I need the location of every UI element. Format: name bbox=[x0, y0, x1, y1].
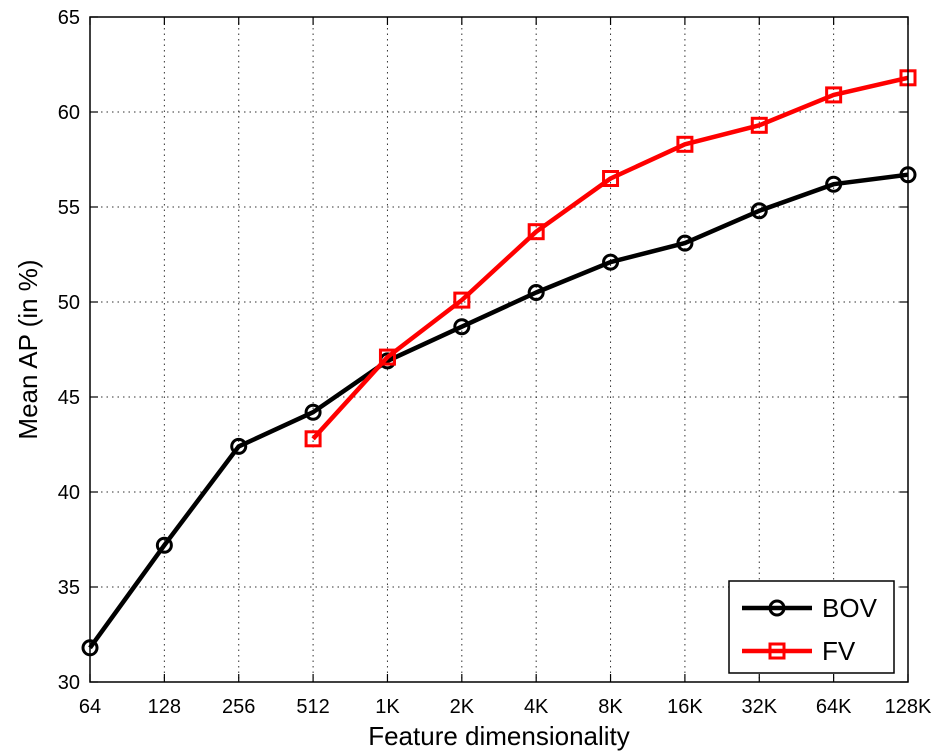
x-axis-title: Feature dimensionality bbox=[368, 721, 630, 751]
data-point bbox=[453, 318, 471, 336]
y-tick-labels: 30 35 40 45 50 55 60 65 bbox=[58, 7, 80, 694]
y-tick-label: 40 bbox=[58, 482, 80, 504]
y-tick-label: 50 bbox=[58, 292, 80, 314]
data-point bbox=[304, 403, 322, 421]
data-point bbox=[602, 170, 620, 187]
legend-marker bbox=[768, 642, 786, 660]
series-fv bbox=[304, 69, 917, 448]
legend-marker bbox=[768, 599, 786, 617]
plot-frame bbox=[89, 16, 909, 683]
data-point bbox=[825, 86, 843, 104]
y-tick-label: 55 bbox=[58, 197, 80, 219]
legend-label: BOV bbox=[822, 593, 878, 623]
y-tick-label: 35 bbox=[58, 577, 80, 599]
x-tick-label: 32K bbox=[741, 696, 777, 718]
data-point bbox=[750, 202, 768, 220]
x-tick-label: 4K bbox=[524, 696, 549, 718]
data-point bbox=[378, 348, 396, 366]
x-tick-label: 8K bbox=[598, 696, 623, 718]
data-point bbox=[676, 135, 694, 153]
y-tick-label: 45 bbox=[58, 387, 80, 409]
x-tick-label: 256 bbox=[222, 696, 255, 718]
x-tick-label: 64K bbox=[816, 696, 852, 718]
data-point bbox=[155, 536, 173, 554]
data-point bbox=[676, 234, 694, 252]
x-tick-label: 16K bbox=[667, 696, 703, 718]
legend-items: BOV FV bbox=[742, 593, 878, 666]
series-line-fv bbox=[311, 75, 909, 441]
y-axis-title: Mean AP (in %) bbox=[13, 259, 43, 439]
data-point bbox=[527, 284, 545, 301]
data-point bbox=[304, 430, 322, 448]
x-tick-label: 64 bbox=[79, 696, 101, 718]
y-tick-label: 65 bbox=[58, 7, 80, 29]
data-point bbox=[453, 291, 471, 309]
x-tick-label: 512 bbox=[296, 696, 329, 718]
x-tick-label: 128K bbox=[885, 696, 932, 718]
data-point bbox=[230, 437, 248, 455]
data-point bbox=[750, 116, 768, 134]
data-point bbox=[825, 175, 843, 193]
x-tick-label: 2K bbox=[450, 696, 475, 718]
series-line-bov bbox=[88, 172, 909, 650]
data-point bbox=[527, 223, 545, 241]
legend-box bbox=[728, 580, 895, 674]
x-tick-label: 1K bbox=[375, 696, 400, 718]
legend: BOV FV bbox=[728, 580, 895, 674]
tick-marks bbox=[89, 16, 909, 683]
y-tick-label: 30 bbox=[58, 672, 80, 694]
grid-lines bbox=[90, 17, 908, 682]
series-layer bbox=[81, 69, 917, 657]
legend-label: FV bbox=[822, 636, 856, 666]
x-tick-labels: 64 128 256 512 1K 2K 4K 8K 16K 32K 64K 128K bbox=[79, 696, 932, 718]
legend-item: FV bbox=[742, 636, 856, 666]
x-tick-label: 128 bbox=[148, 696, 181, 718]
data-point bbox=[602, 253, 620, 271]
legend-item: BOV bbox=[742, 593, 878, 623]
y-tick-label: 60 bbox=[58, 102, 80, 124]
